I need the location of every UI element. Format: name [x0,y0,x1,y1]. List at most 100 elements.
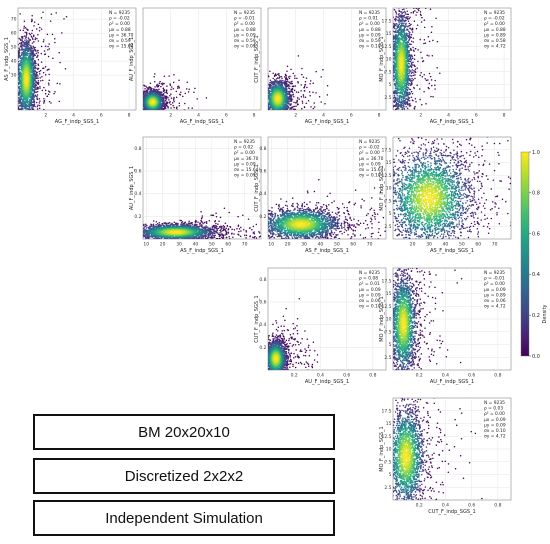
data-point [37,106,39,108]
data-point [15,94,17,96]
data-point [162,111,164,113]
data-point [281,119,283,121]
data-point [45,174,47,176]
data-point [27,114,29,116]
data-point [164,122,166,124]
data-point [151,110,153,112]
data-point [26,128,28,130]
data-point [58,113,60,115]
data-point [34,115,36,117]
data-point [50,102,52,104]
data-point [157,113,159,115]
data-point [21,120,23,122]
data-point [145,115,147,117]
data-point [287,65,289,67]
data-point [147,112,149,114]
data-point [179,103,181,105]
data-point [264,105,266,107]
data-point [279,112,281,114]
data-point [265,102,267,104]
data-point [23,114,25,116]
data-point [24,25,26,27]
data-point [43,101,45,103]
data-point [283,112,285,114]
data-point [31,112,33,114]
data-point [265,97,267,99]
data-point [271,113,273,115]
data-point [173,74,175,76]
data-point [15,89,17,91]
data-point [281,110,283,112]
data-point [272,73,274,75]
data-point [39,77,41,79]
data-point [164,95,166,97]
data-point [159,81,161,83]
data-point [262,96,264,98]
data-point [59,83,61,85]
data-point [31,111,33,113]
data-point [146,112,148,114]
stat-text: ρ² = 0.00 [234,21,255,27]
data-point [277,112,279,114]
data-point [142,111,144,113]
data-point [147,113,149,115]
y-tick-label: 40 [11,59,17,65]
data-point [286,117,288,119]
data-point [279,113,281,115]
data-point [151,110,153,112]
data-point [20,111,22,113]
data-point [33,25,35,27]
data-point [284,76,286,78]
data-point [272,115,274,117]
data-point [20,125,22,127]
data-point [281,121,283,123]
data-point [282,114,284,116]
data-point [162,82,164,84]
data-point [264,94,266,96]
data-point [163,114,165,116]
data-point [166,90,168,92]
data-point [273,118,275,120]
data-point [277,116,279,118]
data-point [32,42,34,44]
data-point [281,111,283,113]
data-point [291,110,293,112]
data-point [26,114,28,116]
data-point [172,102,174,104]
data-point [39,100,41,102]
data-point [289,127,291,128]
data-point [28,113,30,115]
data-point [160,86,162,88]
data-point [281,78,283,80]
data-point [40,136,42,138]
data-point [145,111,147,113]
data-point [266,85,268,87]
data-point [300,90,302,92]
data-point [33,182,35,184]
data-point [36,50,38,52]
data-point [44,54,46,56]
data-point [161,114,163,116]
data-point [278,112,280,114]
data-point [289,124,291,126]
data-point [25,4,27,6]
data-point [43,72,45,74]
data-point [297,103,299,105]
data-point [173,88,175,90]
data-point [34,111,36,113]
data-point [145,112,147,114]
data-point [18,116,20,118]
data-point [54,42,56,44]
data-point [40,80,42,82]
data-point [153,114,155,116]
data-point [159,112,161,114]
data-point [28,117,30,119]
data-point [263,95,265,97]
data-point [141,103,143,105]
data-point [61,126,63,128]
data-point [20,111,22,113]
x-tick-label: 2 [169,113,172,119]
data-point [152,113,154,115]
data-point [188,107,190,109]
data-point [137,107,139,109]
